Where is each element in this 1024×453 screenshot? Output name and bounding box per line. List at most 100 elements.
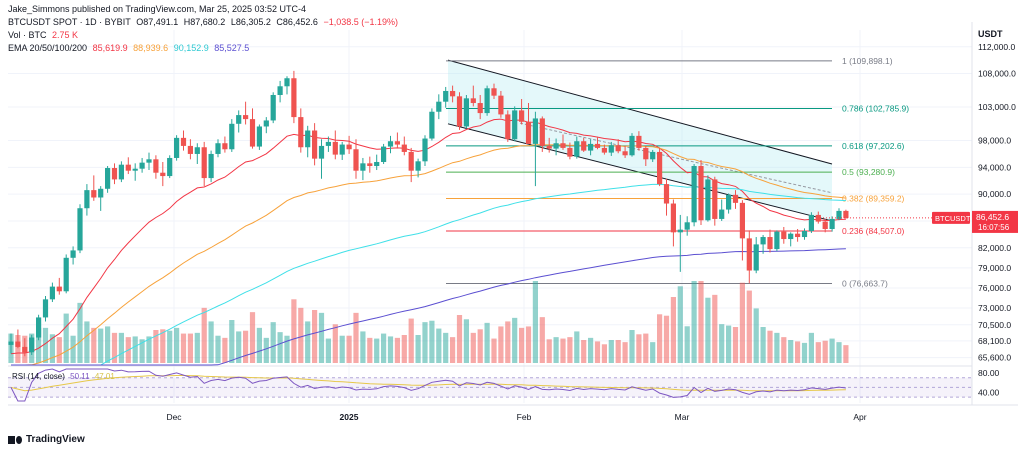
candle-body xyxy=(760,237,766,245)
candle-body xyxy=(732,194,739,203)
candle-body xyxy=(339,144,345,155)
rsi-pane xyxy=(8,368,972,402)
candle-body xyxy=(843,210,849,218)
price-tick-label: 68,100.0 xyxy=(978,336,1011,346)
volume-bar xyxy=(401,335,407,363)
volume-bar xyxy=(146,336,152,363)
candle-body xyxy=(608,145,614,153)
candle-body xyxy=(588,143,594,151)
candle-body xyxy=(560,143,566,148)
volume-bar xyxy=(346,335,352,363)
volume-bar xyxy=(512,317,518,363)
fib-level-label: 0.382 (89,359.2) xyxy=(842,193,905,203)
volume-bar xyxy=(491,338,497,363)
price-tick-label: 98,000.0 xyxy=(978,136,1011,146)
candle-body xyxy=(201,147,207,179)
volume-bar xyxy=(774,332,780,363)
volume-bar xyxy=(677,286,683,363)
candle-body xyxy=(77,208,83,251)
ema-line-0 xyxy=(10,118,846,355)
volume-bar xyxy=(615,340,621,363)
volume-bar xyxy=(712,294,718,363)
rsi-ma-line xyxy=(10,375,846,392)
channel-upper-line xyxy=(447,59,833,165)
symbol-title[interactable]: BTCUSDT SPOT · 1D · BYBIT xyxy=(8,17,131,27)
last-price: 86,452.6 xyxy=(976,212,1009,222)
candle-body xyxy=(525,121,532,144)
ohlc-open: O87,491.1 xyxy=(136,17,179,27)
volume-bar xyxy=(42,327,49,363)
price-axis: 112,000.0 108,000.0 103,000.0 98,000.0 94,00… xyxy=(8,22,1018,406)
volume-bar xyxy=(139,339,145,363)
ohlc-change: −1,038.5 (−1.19%) xyxy=(323,17,399,27)
candle-body xyxy=(229,123,235,150)
candle-body xyxy=(422,138,428,162)
volume-bar xyxy=(470,332,476,363)
volume-bar xyxy=(118,332,124,363)
rsi-label[interactable]: RSI (14, close) xyxy=(12,372,65,381)
candle-body xyxy=(401,144,407,152)
price-tick-label: 112,000.0 xyxy=(978,42,1015,52)
volume-bar xyxy=(663,315,670,363)
volume-bar xyxy=(622,342,628,363)
candle-body xyxy=(691,166,697,223)
candle-body xyxy=(636,135,642,148)
volume-bar xyxy=(567,337,573,363)
volume-bar xyxy=(63,313,69,363)
volume-bar xyxy=(650,342,656,363)
volume-bar xyxy=(180,333,187,363)
volume-bar xyxy=(801,342,808,363)
candle-body xyxy=(270,94,276,121)
candle-body xyxy=(519,110,525,122)
volume-bar xyxy=(215,335,221,363)
volume-bar xyxy=(746,290,752,363)
candle-body xyxy=(49,286,55,300)
symbol-line: BTCUSDT SPOT · 1D · BYBIT O87,491.1 H87,… xyxy=(8,17,401,28)
time-axis: Dec 2025 Feb Mar Apr xyxy=(166,412,866,422)
candle-body xyxy=(139,162,145,169)
volume-bar xyxy=(49,334,55,363)
volume-bar xyxy=(367,337,373,363)
candle-body xyxy=(42,299,49,318)
candle-body xyxy=(491,88,497,96)
ema-label[interactable]: EMA 20/50/100/200 xyxy=(8,43,88,53)
ema100-value: 90,152.9 xyxy=(173,43,209,53)
candle-body xyxy=(829,218,835,229)
volume-bar xyxy=(298,307,304,363)
volume-bar xyxy=(394,337,400,363)
candle-body xyxy=(684,222,690,230)
candle-body xyxy=(657,151,663,185)
published-line: Jake_Simmons published on TradingView.co… xyxy=(8,4,309,15)
volume-bar xyxy=(56,337,62,363)
candle-body xyxy=(180,137,187,146)
symbol-tag: BTCUSDT xyxy=(935,214,971,223)
fib-level-label: 0.786 (102,785.9) xyxy=(842,103,909,113)
fib-level-label: 0.5 (93,280.9) xyxy=(842,167,895,177)
volume-bar xyxy=(795,341,801,363)
ema50-value: 88,939.6 xyxy=(133,43,169,53)
candle-body xyxy=(8,341,14,345)
candle-body xyxy=(167,157,173,177)
volume-bar xyxy=(339,335,345,363)
volume-bar xyxy=(781,337,787,363)
time-label: Mar xyxy=(675,412,690,422)
volume-bar xyxy=(788,340,794,363)
volume-bar xyxy=(70,335,76,363)
volume-label[interactable]: Vol · BTC xyxy=(8,30,47,40)
ema200-value: 85,527.5 xyxy=(214,43,250,53)
candle-body xyxy=(795,233,801,238)
volume-bar xyxy=(415,335,421,363)
tradingview-logo[interactable]: TradingView xyxy=(8,434,85,445)
price-tick-label: 70,500.0 xyxy=(978,320,1011,330)
candle-body xyxy=(243,115,249,120)
volume-bar xyxy=(477,329,483,363)
volume-bar xyxy=(505,321,511,363)
ohlc-low: L86,305.2 xyxy=(230,17,271,27)
volume-bar xyxy=(539,317,545,363)
volume-bar xyxy=(408,318,414,363)
candle-body xyxy=(70,250,76,258)
volume-bar xyxy=(450,337,456,363)
price-tick-label: 82,000.0 xyxy=(978,243,1011,253)
volume-bar xyxy=(270,322,276,363)
